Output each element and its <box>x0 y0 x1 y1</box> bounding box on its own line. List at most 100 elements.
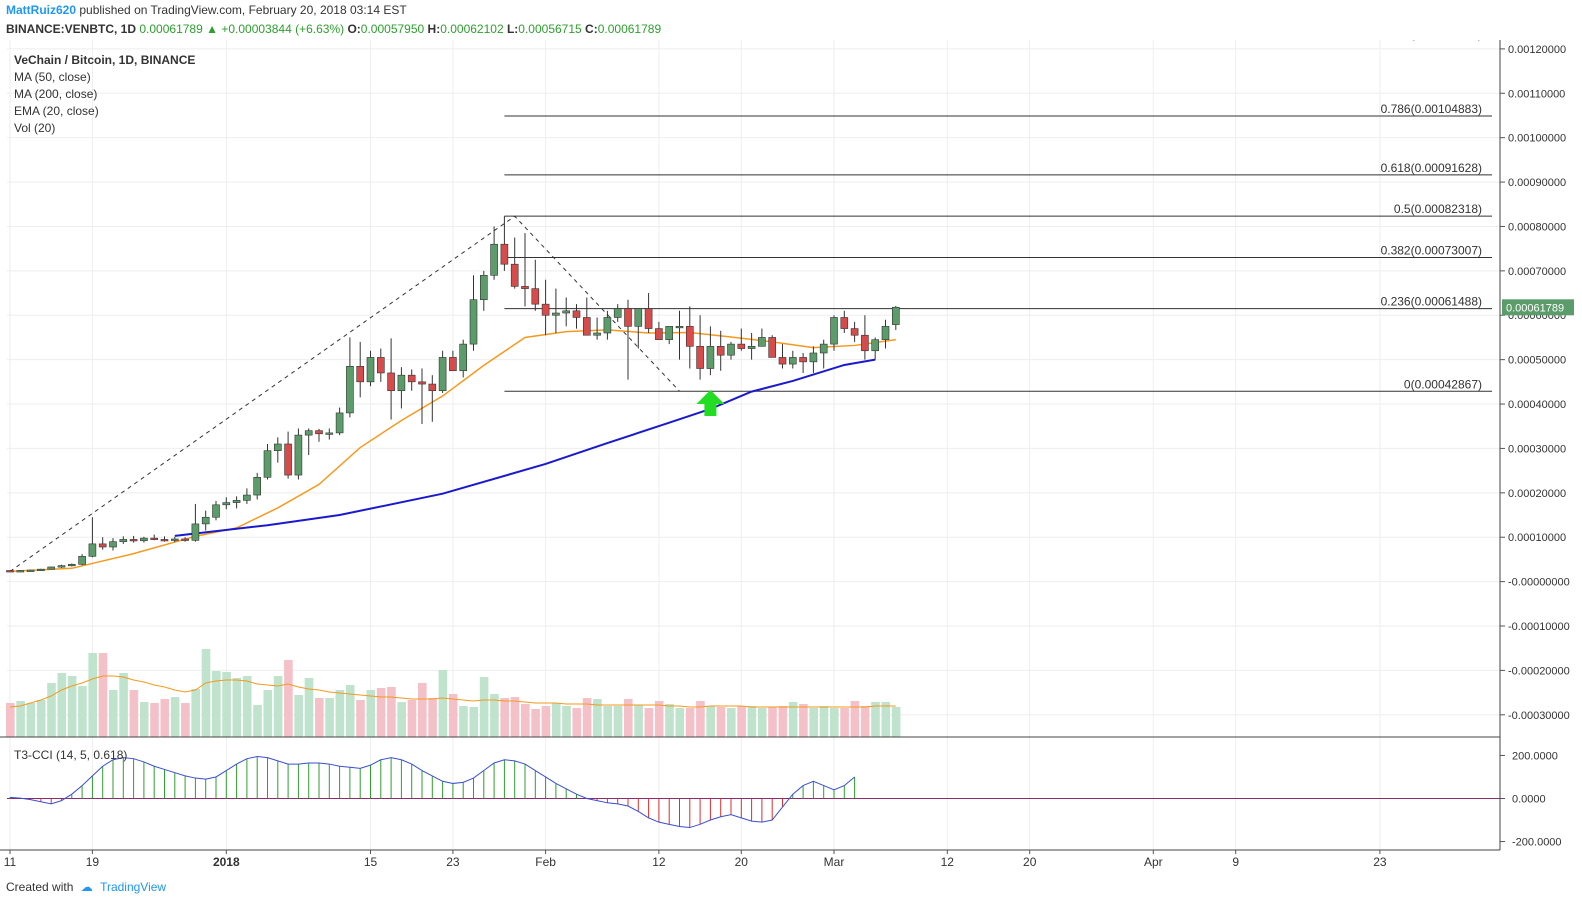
candle <box>212 500 220 521</box>
candle-body <box>758 337 766 347</box>
candle-body <box>191 523 200 541</box>
candle-body <box>881 326 890 340</box>
candle-body <box>479 274 488 301</box>
candle-body <box>438 357 447 392</box>
x-tick-label: 12 <box>941 855 955 869</box>
candle-body <box>665 326 674 340</box>
candle-body <box>418 381 426 385</box>
volume-bar <box>891 707 901 737</box>
fib-level-label: 0.236(0.00061488) <box>1381 295 1482 309</box>
high-value: 0.00062102 <box>440 22 504 36</box>
candle <box>593 317 601 340</box>
volume-bar <box>263 690 273 737</box>
volume-bar <box>624 699 633 737</box>
volume-bar <box>881 702 891 737</box>
candle-body <box>727 343 735 356</box>
candle-body <box>232 500 241 503</box>
volume-bar <box>160 699 170 737</box>
candle-body <box>6 570 14 573</box>
volume-bar <box>387 687 396 737</box>
candle-body <box>47 566 56 570</box>
candle <box>809 346 818 373</box>
volume-bar <box>448 694 458 737</box>
candle <box>850 321 859 342</box>
candle <box>387 338 395 420</box>
candle <box>685 306 694 369</box>
legend-item: MA (200, close) <box>14 87 97 101</box>
author-link[interactable]: MattRuiz620 <box>6 3 77 17</box>
price-chart[interactable]: 1(0.00121766) 0.786(0.00104883) 0.618(0.00… <box>0 40 1582 875</box>
candle-body <box>799 357 807 363</box>
candle-body <box>181 538 189 541</box>
candle-body <box>201 516 210 525</box>
candle <box>655 321 663 340</box>
low-value: 0.00056715 <box>518 22 582 36</box>
volume-bar <box>737 706 746 737</box>
volume-bar <box>603 706 612 737</box>
volume-bar <box>315 698 324 737</box>
volume-bar <box>418 683 427 737</box>
candle-body <box>346 366 354 414</box>
candle <box>191 503 200 542</box>
x-tick-label: Apr <box>1144 855 1163 869</box>
tradingview-logo-icon[interactable]: ☁ <box>80 880 93 894</box>
volume-bar <box>88 653 97 737</box>
price-tick-label: 0.00010000 <box>1508 532 1566 544</box>
candle-body <box>459 343 468 372</box>
volume-bar <box>232 678 242 737</box>
candle-body <box>37 568 45 571</box>
volume-bar <box>366 690 376 737</box>
candle <box>531 259 540 311</box>
volume-bar <box>510 697 520 737</box>
candle <box>140 536 148 543</box>
price-tick-label: -0.00000000 <box>1508 577 1570 589</box>
volume-bar <box>438 670 448 737</box>
price-change: +0.00003844 (+6.63%) <box>221 22 345 36</box>
high-label: H: <box>427 22 441 36</box>
volume-bar <box>613 706 623 737</box>
candle-body <box>273 443 282 451</box>
candle-body <box>572 310 581 318</box>
volume-bar <box>778 706 788 737</box>
candle <box>263 443 272 480</box>
candle-body <box>428 383 437 392</box>
candle <box>47 566 56 570</box>
close-label: C: <box>585 22 598 36</box>
candle-body <box>850 328 859 336</box>
candle-body <box>675 326 684 329</box>
volume-bar <box>57 673 67 737</box>
candle-body <box>98 543 107 548</box>
candle-body <box>737 343 746 349</box>
price-tick-label: -0.00020000 <box>1508 665 1570 677</box>
x-tick-label: 12 <box>652 855 666 869</box>
candle <box>613 304 622 322</box>
volume-bar <box>170 697 180 737</box>
volume-bar <box>253 705 262 737</box>
candle <box>171 536 179 543</box>
open-value: 0.00057950 <box>360 22 425 36</box>
candle <box>418 368 426 425</box>
price-tick-label: 0.00120000 <box>1508 44 1566 56</box>
candle <box>109 538 117 551</box>
cci-tick-label: -200.0000 <box>1512 837 1562 849</box>
candle <box>521 233 529 307</box>
candle-body <box>129 539 138 542</box>
volume-bar <box>541 706 551 737</box>
candle-body <box>26 569 35 572</box>
candle <box>181 537 189 542</box>
cci-tick-label: 0.0000 <box>1512 794 1546 806</box>
volume-bar <box>304 678 314 737</box>
candle-body <box>788 357 797 365</box>
candle-body <box>407 374 416 383</box>
chart-header: MattRuiz620 published on TradingView.com… <box>0 0 1582 40</box>
candle <box>562 297 571 327</box>
candle-body <box>304 430 313 436</box>
fib-level-label: 0.5(0.00082318) <box>1394 202 1482 216</box>
x-tick-label: 23 <box>446 855 460 869</box>
volume-bar <box>809 708 818 737</box>
symbol-label: BINANCE:VENBTC, 1D <box>6 22 137 36</box>
candle-body <box>325 432 334 435</box>
tradingview-brand[interactable]: TradingView <box>100 880 167 894</box>
candle <box>871 337 880 360</box>
candle <box>644 293 653 334</box>
